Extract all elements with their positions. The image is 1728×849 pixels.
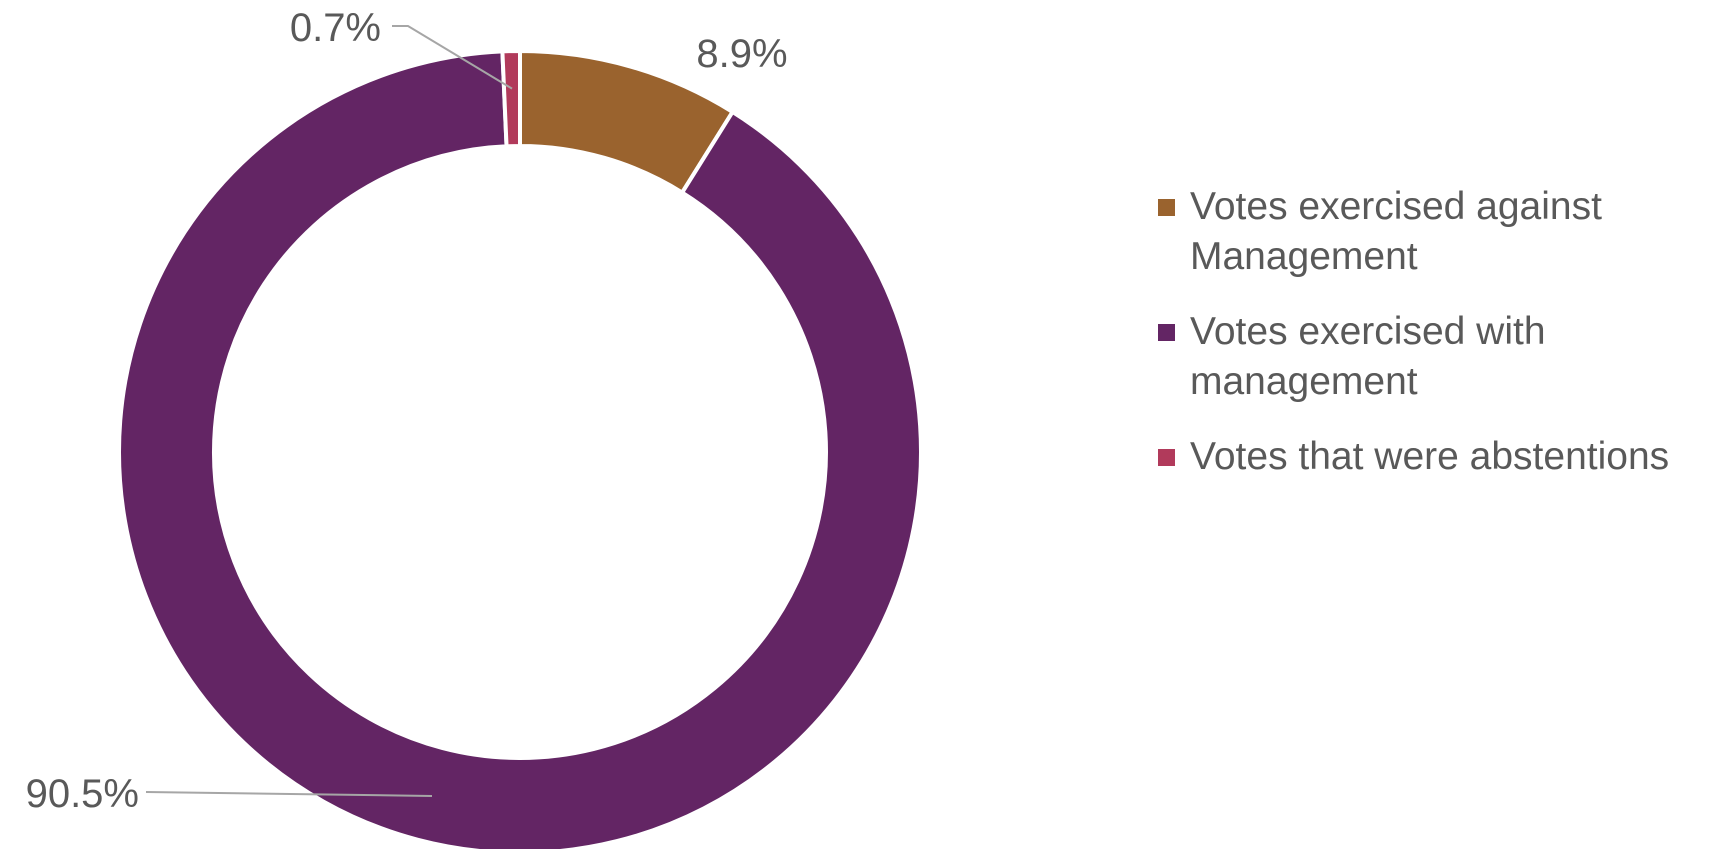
leader-lines	[145, 25, 513, 797]
legend-label: Votes exercised against Management	[1190, 185, 1602, 278]
legend-swatch-against-management	[1158, 199, 1175, 216]
data-label-with-management: 90.5%	[26, 772, 139, 816]
leader-line-with-management	[145, 791, 433, 797]
data-label-abstentions: 0.7%	[290, 6, 381, 50]
legend-swatch-abstentions	[1158, 449, 1175, 466]
legend-label: Votes that were abstentions	[1190, 435, 1670, 478]
slice-with-management	[117, 49, 923, 849]
slice-abstentions	[500, 48, 522, 149]
legend-item-with-management: Votes exercised with management	[1158, 307, 1723, 407]
legend-label: Votes exercised with management	[1190, 310, 1546, 403]
chart-legend: Votes exercised against Management Votes…	[1158, 182, 1723, 507]
doughnut-slices	[117, 48, 923, 849]
leader-line-abstentions	[392, 25, 513, 90]
legend-item-abstentions: Votes that were abstentions	[1158, 432, 1723, 482]
legend-item-against-management: Votes exercised against Management	[1158, 182, 1723, 282]
legend-swatch-with-management	[1158, 324, 1175, 341]
data-label-against-management: 8.9%	[696, 32, 787, 76]
